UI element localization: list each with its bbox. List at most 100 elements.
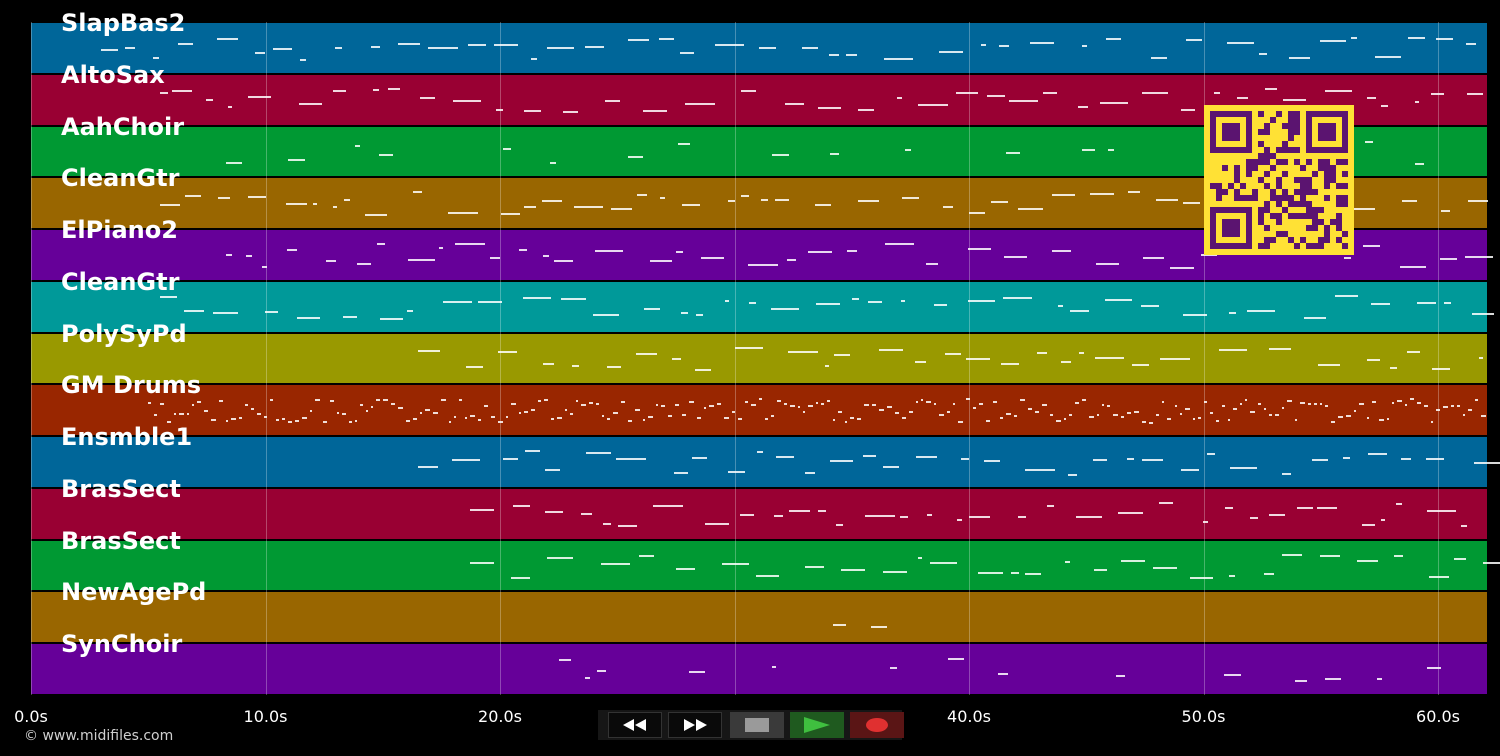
- note-mark: [1197, 416, 1201, 419]
- note-mark: [466, 365, 484, 368]
- track-row[interactable]: [31, 332, 1487, 385]
- track-row[interactable]: [31, 539, 1487, 592]
- note-mark: [634, 409, 640, 412]
- note-mark: [615, 457, 646, 460]
- note-mark: [1094, 357, 1124, 360]
- note-mark: [523, 297, 552, 300]
- note-mark: [294, 419, 300, 422]
- note-mark: [830, 459, 854, 462]
- track-row[interactable]: [31, 643, 1487, 695]
- note-mark: [688, 670, 706, 673]
- grid-line: [31, 22, 32, 695]
- track-row[interactable]: [31, 384, 1487, 436]
- stop-button[interactable]: [730, 712, 784, 738]
- play-button[interactable]: [790, 712, 844, 738]
- note-mark: [419, 412, 423, 415]
- note-mark: [1468, 199, 1488, 202]
- note-mark: [1142, 92, 1168, 95]
- note-mark: [1282, 98, 1307, 101]
- qr-code-pattern: [1210, 111, 1348, 249]
- note-mark: [1050, 413, 1054, 416]
- note-mark: [341, 413, 347, 416]
- note-mark: [1249, 410, 1255, 413]
- note-mark: [659, 197, 666, 200]
- note-mark: [1224, 674, 1241, 677]
- note-mark: [1078, 105, 1089, 108]
- note-mark: [901, 300, 906, 303]
- note-mark: [1257, 403, 1261, 406]
- rewind-button[interactable]: [608, 712, 662, 738]
- note-mark: [968, 212, 985, 215]
- track-row[interactable]: [31, 436, 1487, 488]
- note-mark: [1214, 91, 1221, 94]
- note-mark: [1409, 398, 1415, 401]
- note-mark: [1314, 403, 1317, 406]
- grid-line: [500, 22, 501, 695]
- note-mark: [1430, 93, 1444, 96]
- note-mark: [455, 243, 486, 246]
- note-mark: [1366, 97, 1377, 100]
- note-mark: [1174, 405, 1177, 408]
- note-mark: [511, 403, 516, 406]
- note-mark: [740, 194, 749, 197]
- note-mark: [580, 513, 592, 516]
- note-mark: [1249, 517, 1258, 520]
- note-mark: [1068, 473, 1077, 476]
- note-mark: [1263, 572, 1274, 575]
- note-mark: [376, 398, 381, 401]
- note-mark: [802, 410, 806, 413]
- track-row[interactable]: [31, 487, 1487, 540]
- note-mark: [700, 256, 725, 259]
- track-row[interactable]: [31, 591, 1487, 643]
- note-mark: [676, 250, 684, 253]
- note-mark: [469, 508, 494, 511]
- note-mark: [542, 254, 550, 257]
- note-mark: [213, 311, 238, 314]
- note-mark: [867, 301, 882, 304]
- note-mark: [245, 255, 253, 258]
- note-mark: [1296, 507, 1313, 510]
- note-mark: [1100, 102, 1128, 105]
- note-mark: [740, 514, 754, 517]
- note-mark: [562, 110, 579, 113]
- note-mark: [1206, 452, 1215, 455]
- note-mark: [530, 409, 536, 412]
- note-mark: [1466, 93, 1484, 96]
- note-mark: [788, 509, 810, 512]
- note-mark: [1060, 361, 1072, 364]
- track-row[interactable]: [31, 280, 1487, 333]
- note-mark: [542, 363, 555, 366]
- note-mark: [1167, 417, 1172, 420]
- note-mark: [186, 412, 189, 415]
- note-mark: [835, 523, 843, 526]
- note-mark: [498, 350, 517, 353]
- note-mark: [185, 195, 202, 197]
- note-mark: [969, 516, 990, 519]
- note-mark: [1330, 421, 1336, 424]
- note-mark: [365, 410, 368, 413]
- record-button[interactable]: [850, 712, 904, 738]
- note-mark: [1287, 400, 1292, 403]
- note-mark: [1395, 503, 1403, 506]
- note-mark: [1381, 105, 1389, 108]
- note-mark: [1104, 298, 1133, 301]
- note-mark: [986, 95, 1005, 98]
- note-mark: [406, 310, 414, 313]
- copyright-notice: © www.midifiles.com: [24, 728, 174, 744]
- note-mark: [627, 39, 649, 42]
- note-mark: [652, 505, 683, 508]
- note-mark: [1027, 408, 1032, 411]
- note-mark: [441, 398, 446, 401]
- note-mark: [1397, 399, 1402, 402]
- note-mark: [814, 203, 831, 206]
- note-mark: [197, 401, 202, 404]
- note-mark: [761, 199, 768, 202]
- note-mark: [636, 194, 648, 197]
- note-mark: [502, 147, 511, 150]
- note-mark: [1376, 678, 1383, 681]
- note-mark: [984, 459, 1000, 462]
- note-mark: [1192, 418, 1195, 421]
- note-mark: [1101, 403, 1105, 406]
- note-mark: [1219, 349, 1247, 352]
- fast-forward-button[interactable]: [668, 712, 722, 738]
